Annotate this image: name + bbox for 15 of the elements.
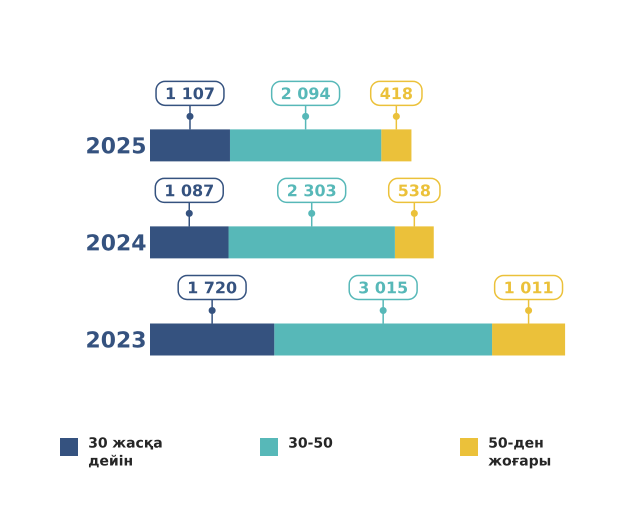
data-label: 418	[380, 87, 412, 100]
legend-label: 30-50	[289, 437, 332, 448]
legend-label: 50-ден жоғары	[488, 437, 550, 468]
data-label: 1 720	[188, 281, 236, 294]
data-label: 3 015	[359, 281, 407, 294]
y-tick-label: 2024	[87, 234, 146, 251]
y-tick-label: 2025	[87, 137, 145, 154]
data-label: 1 087	[166, 184, 213, 196]
data-label: 538	[398, 184, 430, 196]
y-tick-label: 2023	[87, 331, 145, 348]
data-label: 2 303	[288, 184, 336, 196]
data-label: 2 094	[282, 87, 330, 100]
data-label: 1 107	[166, 87, 214, 100]
legend-label: 30 жасқа дейін	[88, 437, 162, 468]
data-label: 1 011	[505, 281, 552, 294]
